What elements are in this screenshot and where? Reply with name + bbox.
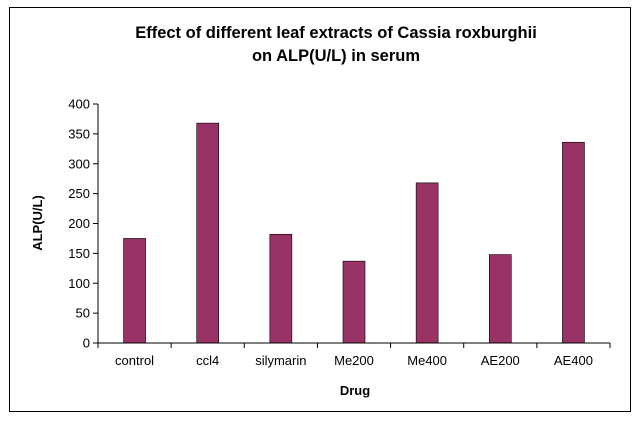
- y-axis-label: ALP(U/L): [30, 195, 45, 251]
- y-tick-label: 200: [68, 216, 90, 231]
- bar-ae200: [488, 254, 512, 344]
- y-tick-label: 0: [83, 336, 90, 351]
- y-tick-label: 400: [68, 97, 90, 112]
- bar-ccl4: [196, 122, 220, 344]
- y-tick-label: 250: [68, 186, 90, 201]
- y-tick-label: 350: [68, 126, 90, 141]
- x-axis-label: Drug: [340, 383, 370, 398]
- x-tick-label-control: control: [115, 353, 154, 368]
- bars: [123, 122, 585, 344]
- x-tick-label-ccl4: ccl4: [196, 353, 219, 368]
- y-tick-label: 300: [68, 156, 90, 171]
- x-tick-label-me200: Me200: [334, 353, 374, 368]
- bar-ae400: [562, 141, 585, 344]
- chart-title-line-1: Effect of different leaf extracts of Cas…: [135, 24, 537, 42]
- x-tick-label-ae200: AE200: [481, 353, 520, 368]
- chart-title-line-2: on ALP(U/L) in serum: [252, 47, 420, 65]
- y-axis-ticks: 0 50 100 150 200 250 300 350 400: [68, 97, 98, 351]
- bar-me400: [415, 182, 439, 344]
- y-tick-label: 50: [76, 306, 90, 321]
- x-tick-label-silymarin: silymarin: [255, 353, 306, 368]
- chart-frame: [9, 7, 631, 412]
- bar-control: [123, 238, 146, 344]
- x-axis-ticks: control ccl4 silymarin Me200 Me400 AE200 AE400: [97, 343, 611, 368]
- bar-me200: [342, 260, 366, 344]
- y-tick-label: 100: [68, 276, 90, 291]
- bar-silymarin: [269, 233, 293, 344]
- x-tick-label-ae400: AE400: [554, 353, 593, 368]
- y-tick-label: 150: [68, 246, 90, 261]
- x-tick-label-me400: Me400: [407, 353, 447, 368]
